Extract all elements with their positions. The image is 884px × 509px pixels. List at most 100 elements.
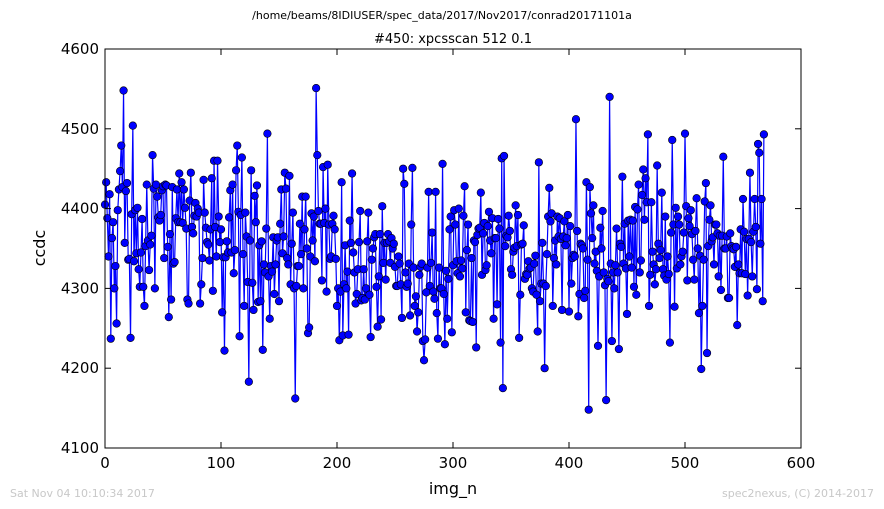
data-point — [625, 252, 634, 261]
data-point — [250, 191, 259, 200]
data-point — [483, 222, 492, 231]
data-point — [589, 201, 598, 210]
data-point — [113, 206, 122, 215]
data-point — [617, 242, 626, 251]
data-point — [560, 217, 569, 226]
data-point — [504, 211, 513, 220]
data-point — [276, 219, 285, 228]
data-point — [441, 266, 451, 275]
data-point — [671, 203, 680, 212]
data-point — [330, 225, 339, 234]
data-point — [343, 267, 352, 276]
data-point — [501, 242, 510, 251]
data-point — [146, 240, 155, 249]
data-point — [167, 295, 176, 304]
data-point — [716, 285, 726, 295]
data-point — [673, 212, 683, 221]
data-point — [562, 234, 571, 243]
data-point — [561, 241, 570, 250]
chart-suptitle: /home/beams/8IDIUSER/spec_data/2017/Nov2… — [252, 9, 632, 22]
data-point — [602, 396, 611, 405]
data-point — [184, 299, 193, 308]
data-point — [109, 218, 118, 227]
data-point — [653, 161, 662, 170]
data-point — [733, 321, 742, 330]
x-tick-label: 200 — [323, 454, 352, 472]
data-point — [734, 260, 743, 269]
data-point — [257, 237, 266, 246]
data-point — [755, 148, 764, 157]
data-point — [605, 92, 614, 101]
data-point — [249, 305, 258, 315]
y-tick-label: 4400 — [61, 200, 99, 218]
data-point — [284, 260, 293, 269]
x-tick-label: 100 — [207, 454, 236, 472]
data-point — [714, 272, 723, 281]
data-point — [222, 237, 231, 246]
data-point — [750, 194, 759, 204]
data-point — [546, 217, 555, 226]
data-point — [310, 257, 320, 266]
data-point — [229, 269, 238, 278]
chart-title: #450: xpcsscan 512 0.1 — [374, 32, 532, 47]
data-point — [690, 275, 699, 284]
data-point — [133, 203, 142, 212]
data-point — [758, 297, 767, 306]
data-point — [472, 343, 481, 352]
data-point — [573, 226, 582, 236]
data-point — [679, 228, 688, 237]
data-point — [395, 259, 404, 268]
data-point — [308, 236, 317, 245]
x-tick-label: 600 — [787, 454, 816, 472]
data-point — [455, 272, 465, 281]
data-point — [208, 286, 217, 295]
data-point — [111, 261, 120, 271]
data-point — [482, 261, 491, 270]
data-point — [405, 311, 415, 320]
data-point — [411, 292, 420, 301]
data-point — [163, 242, 172, 251]
data-point — [694, 309, 704, 318]
data-point — [457, 256, 466, 265]
y-tick-label: 4200 — [61, 359, 99, 377]
data-point — [364, 208, 373, 217]
data-point — [430, 294, 439, 303]
data-point — [332, 301, 342, 311]
data-point — [410, 301, 419, 311]
data-point — [300, 225, 309, 234]
data-point — [399, 164, 408, 173]
data-point — [397, 313, 407, 323]
data-point — [447, 328, 456, 337]
data-point — [548, 301, 557, 311]
data-point — [700, 197, 709, 206]
data-point — [401, 268, 410, 277]
data-point — [196, 299, 205, 308]
data-point — [136, 248, 146, 257]
data-point — [451, 220, 460, 229]
data-point — [531, 251, 540, 260]
data-point — [142, 180, 151, 189]
data-point — [164, 313, 173, 322]
data-point — [467, 253, 476, 263]
data-point — [643, 130, 652, 139]
data-point — [618, 172, 627, 181]
data-point — [186, 168, 195, 177]
data-point — [628, 216, 637, 225]
data-point — [432, 309, 441, 318]
data-point — [588, 234, 597, 243]
footer-credit: spec2nexus, (C) 2014-2017 — [722, 487, 874, 500]
data-point — [622, 309, 632, 319]
data-point — [394, 252, 403, 261]
data-point — [346, 238, 356, 248]
data-point — [454, 204, 463, 213]
data-point — [170, 257, 179, 267]
data-point — [657, 188, 666, 197]
data-point — [604, 277, 613, 286]
y-tick-label: 4100 — [61, 439, 99, 457]
data-point — [530, 259, 539, 268]
data-point — [233, 141, 242, 150]
data-point — [574, 312, 583, 321]
y-axis: 4100 4200 4300 4400 4500 4600 — [61, 40, 801, 457]
data-point — [461, 308, 470, 317]
